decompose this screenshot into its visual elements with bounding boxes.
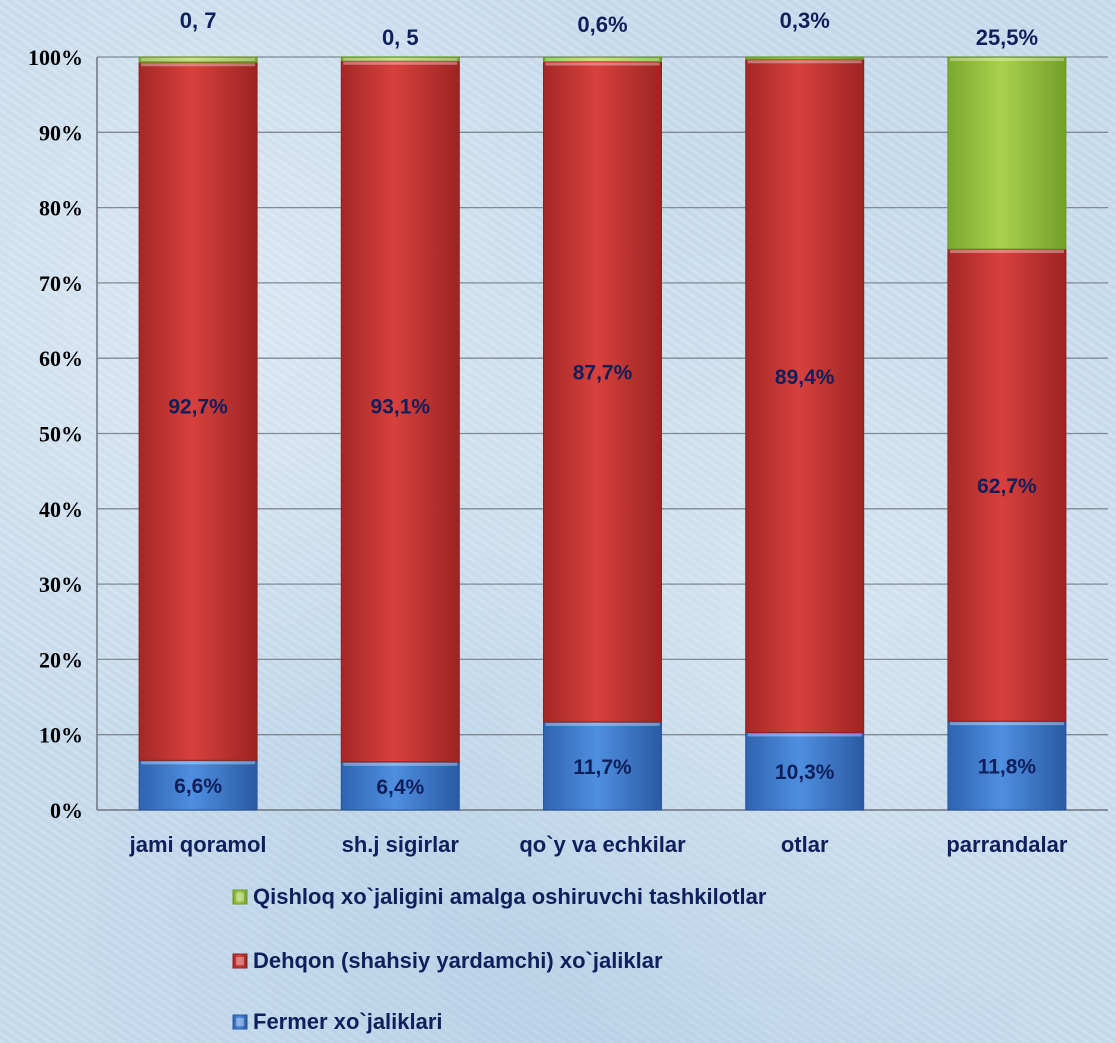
data-label: 89,4% bbox=[775, 366, 835, 389]
y-tick-label: 40% bbox=[39, 497, 83, 522]
bar-segment bbox=[745, 56, 865, 60]
y-tick-label: 0% bbox=[50, 798, 83, 823]
data-label: 0,3% bbox=[780, 8, 830, 33]
bar-segment-highlight bbox=[343, 58, 458, 61]
bar-segment bbox=[138, 759, 258, 811]
bar-segment-highlight bbox=[949, 722, 1064, 726]
legend-swatch bbox=[232, 889, 248, 905]
data-label: 25,5% bbox=[976, 25, 1038, 50]
data-label: 0, 7 bbox=[180, 8, 217, 33]
y-tick-label: 80% bbox=[39, 196, 83, 221]
y-axis-tick-labels: 0% 10% 20% 30% 40% 50% 60% 70% 80% 90% 100% bbox=[28, 45, 83, 823]
bar-segment-highlight bbox=[545, 722, 660, 726]
legend-label: Qishloq xo`jaligini amalga oshiruvchi ta… bbox=[253, 884, 767, 909]
bar-segment-highlight bbox=[747, 733, 862, 737]
bar-segment bbox=[543, 56, 662, 63]
y-tick-label: 50% bbox=[39, 422, 83, 447]
y-tick-label: 60% bbox=[39, 346, 83, 371]
bars bbox=[138, 56, 1067, 811]
y-tick-label: 90% bbox=[39, 120, 83, 145]
y-tick-label: 70% bbox=[39, 271, 83, 296]
x-tick-label: qo`y va echkilar bbox=[519, 832, 686, 857]
bar-segment bbox=[543, 721, 662, 811]
y-tick-label: 10% bbox=[39, 723, 83, 748]
bar-segment bbox=[340, 56, 460, 62]
data-label: 0, 5 bbox=[382, 25, 419, 50]
legend-swatch-highlight bbox=[236, 893, 244, 901]
bar-segment bbox=[947, 720, 1067, 811]
data-label: 87,7% bbox=[573, 362, 633, 385]
data-label: 10,3% bbox=[775, 761, 835, 784]
bar-segment bbox=[138, 56, 258, 63]
bar-segment bbox=[745, 731, 865, 811]
x-tick-label: jami qoramol bbox=[129, 832, 267, 857]
bar-segment bbox=[340, 761, 460, 811]
bar-segment-highlight bbox=[343, 61, 458, 65]
bar-segment-highlight bbox=[949, 58, 1064, 61]
y-tick-label: 20% bbox=[39, 647, 83, 672]
legend-item: Qishloq xo`jaligini amalga oshiruvchi ta… bbox=[232, 884, 767, 909]
bar-segment bbox=[340, 60, 460, 763]
bar-segment bbox=[543, 61, 662, 723]
legend-swatch-highlight bbox=[236, 1018, 244, 1026]
x-tick-label: sh.j sigirlar bbox=[342, 832, 460, 857]
y-tick-label: 100% bbox=[28, 45, 83, 70]
data-label: 11,8% bbox=[978, 756, 1037, 779]
legend-item: Fermer xo`jaliklari bbox=[232, 1009, 443, 1034]
data-label: 62,7% bbox=[977, 475, 1037, 498]
data-label: 93,1% bbox=[371, 395, 431, 418]
bar-segment-highlight bbox=[141, 58, 256, 61]
legend-swatch bbox=[232, 953, 248, 969]
bar-segment bbox=[745, 58, 865, 733]
bar-segment-highlight bbox=[747, 60, 862, 64]
legend-label: Dehqon (shahsiy yardamchi) xo`jaliklar bbox=[253, 948, 663, 973]
bar-segment bbox=[947, 248, 1067, 722]
legend-swatch bbox=[232, 1014, 248, 1030]
bar-segment-highlight bbox=[545, 58, 660, 61]
bar-segment-highlight bbox=[949, 250, 1064, 254]
data-label: 11,7% bbox=[573, 756, 632, 779]
data-labels: 6,6% 92,7% 0, 7 6,4% 93,1% 0, 5 11,7% 87,7% 0,6%… bbox=[168, 8, 1038, 799]
legend: Qishloq xo`jaligini amalga oshiruvchi ta… bbox=[232, 884, 767, 1034]
x-axis-tick-labels: jami qoramol sh.j sigirlar qo`y va echkila… bbox=[129, 832, 1068, 857]
data-label: 6,6% bbox=[174, 775, 222, 798]
data-label: 0,6% bbox=[577, 12, 627, 37]
bar-segment bbox=[947, 56, 1067, 250]
y-tick-label: 30% bbox=[39, 572, 83, 597]
bar-segment-highlight bbox=[343, 762, 458, 766]
bar-segment-highlight bbox=[141, 761, 256, 765]
x-tick-label: parrandalar bbox=[946, 832, 1067, 857]
x-tick-label: otlar bbox=[781, 832, 829, 857]
legend-swatch-highlight bbox=[236, 957, 244, 965]
legend-label: Fermer xo`jaliklari bbox=[253, 1009, 443, 1034]
data-label: 6,4% bbox=[376, 776, 424, 799]
bar-segment bbox=[138, 61, 258, 761]
bar-segment-highlight bbox=[141, 63, 256, 67]
bar-segment-highlight bbox=[545, 62, 660, 66]
legend-item: Dehqon (shahsiy yardamchi) xo`jaliklar bbox=[232, 948, 663, 973]
data-label: 92,7% bbox=[168, 395, 228, 418]
